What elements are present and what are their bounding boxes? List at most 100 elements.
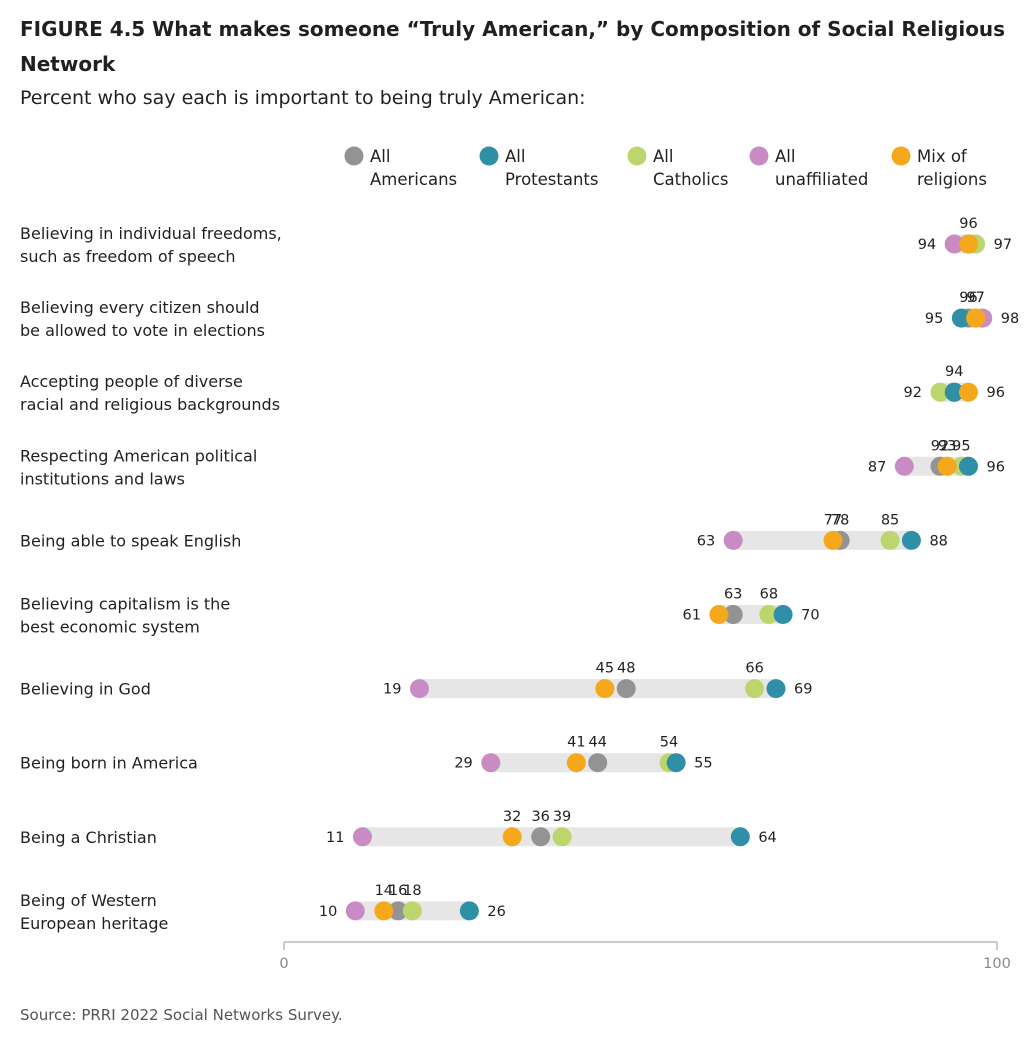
dot-protestants <box>901 530 921 550</box>
value-label: 18 <box>403 883 421 899</box>
value-label: 97 <box>966 290 984 306</box>
value-label: 94 <box>945 364 963 380</box>
value-label: 61 <box>682 608 700 624</box>
value-label: 95 <box>952 438 970 454</box>
row-label: European heritage <box>20 914 168 933</box>
dot-americans <box>588 753 608 773</box>
chart-row: Being of Western European heritage 10 14161… <box>20 883 506 933</box>
dot-catholics <box>745 679 765 699</box>
row-label: such as freedom of speech <box>20 247 236 266</box>
legend-marker-unaffiliated <box>749 146 769 166</box>
legend-label-mix: Mix of <box>917 147 968 166</box>
row-label: be allowed to vote in elections <box>20 321 265 340</box>
value-label: 87 <box>868 459 886 475</box>
legend-label-protestants: All <box>505 147 525 166</box>
row-label: Being of Western <box>20 891 157 910</box>
value-label: 96 <box>959 216 977 232</box>
dot-unaffiliated <box>409 679 429 699</box>
source-note: Source: PRRI 2022 Social Networks Survey… <box>20 1006 343 1024</box>
row-label: racial and religious backgrounds <box>20 395 280 414</box>
value-label: 96 <box>986 385 1004 401</box>
value-label: 93 <box>938 438 956 454</box>
dot-mix <box>502 827 522 847</box>
row-label: Believing capitalism is the <box>20 595 230 614</box>
value-label: 26 <box>487 904 505 920</box>
dot-protestants <box>666 753 686 773</box>
dot-mix <box>566 753 586 773</box>
dot-mix <box>937 456 957 476</box>
row-label: Respecting American political <box>20 446 257 465</box>
row-label: Believing in individual freedoms, <box>20 224 282 243</box>
value-label: 68 <box>760 587 778 603</box>
dot-americans <box>388 901 408 921</box>
value-label: 14 <box>375 883 393 899</box>
value-label: 36 <box>531 809 549 825</box>
dot-mix <box>374 901 394 921</box>
row-label: best economic system <box>20 618 200 637</box>
dot-unaffiliated <box>894 456 914 476</box>
row-label: Believing in God <box>20 680 151 699</box>
dot-americans <box>531 827 551 847</box>
dot-protestants <box>773 605 793 624</box>
value-label: 95 <box>925 311 943 327</box>
dot-protestants <box>459 901 479 921</box>
dot-unaffiliated <box>723 530 743 550</box>
value-label: 54 <box>660 735 678 751</box>
value-label: 16 <box>389 883 407 899</box>
dot-protestants <box>766 679 786 699</box>
legend-marker-mix <box>891 146 911 166</box>
chart-rows: Believing in individual freedoms, such as… <box>20 216 1019 933</box>
row-label: Being a Christian <box>20 828 157 847</box>
chart-row: Respecting American political institution… <box>20 438 1005 488</box>
legend-label-unaffiliated: unaffiliated <box>775 170 868 189</box>
value-label: 88 <box>929 533 947 549</box>
legend-label-protestants: Protestants <box>505 170 599 189</box>
dot-protestants <box>951 308 971 328</box>
x-tick-label: 0 <box>279 956 288 972</box>
value-label: 39 <box>553 809 571 825</box>
legend-label-catholics: All <box>653 147 673 166</box>
chart-row: Being a Christian 11 32 36 39 64 <box>20 809 777 847</box>
dot-mix <box>958 234 978 254</box>
chart-row: Believing in individual freedoms, such as… <box>20 216 1012 266</box>
value-label: 19 <box>383 682 401 698</box>
dot-catholics <box>552 827 572 847</box>
value-label: 92 <box>931 438 949 454</box>
value-label: 48 <box>617 661 635 677</box>
dot-unaffiliated <box>944 234 964 254</box>
legend-marker-americans <box>344 146 364 166</box>
value-label: 29 <box>454 756 472 772</box>
row-label: Being able to speak English <box>20 531 241 550</box>
value-label: 63 <box>697 533 715 549</box>
chart-row: Believing every citizen should be allowed… <box>20 290 1019 340</box>
chart-subtitle: Percent who say each is important to bei… <box>20 87 586 109</box>
value-label: 44 <box>588 735 606 751</box>
chart-row: Believing capitalism is the best economic… <box>20 587 820 637</box>
dot-plot-chart: All Americans All Protestants All Catholics Al… <box>20 146 1019 972</box>
legend-label-unaffiliated: All <box>775 147 795 166</box>
value-label: 77 <box>824 512 842 528</box>
value-label: 55 <box>694 756 712 772</box>
legend-marker-protestants <box>479 146 499 166</box>
value-label: 94 <box>918 237 936 253</box>
dot-protestants <box>944 382 964 402</box>
dot-unaffiliated <box>345 901 365 921</box>
dot-catholics <box>402 901 422 921</box>
legend: All Americans All Protestants All Catholics Al… <box>344 146 987 189</box>
value-label: 63 <box>724 587 742 603</box>
value-label: 66 <box>745 661 763 677</box>
dot-mix <box>823 530 843 550</box>
value-label: 92 <box>904 385 922 401</box>
value-label: 64 <box>758 830 776 846</box>
x-tick-label: 100 <box>983 956 1011 972</box>
value-label: 98 <box>1001 311 1019 327</box>
legend-label-americans: All <box>370 147 390 166</box>
dot-americans <box>616 679 636 699</box>
value-label: 45 <box>596 661 614 677</box>
legend-label-catholics: Catholics <box>653 170 729 189</box>
value-label: 32 <box>503 809 521 825</box>
chart-row: Accepting people of diverse racial and re… <box>20 364 1005 414</box>
x-axis: 0 100 <box>279 941 1011 972</box>
row-label: Accepting people of diverse <box>20 372 243 391</box>
